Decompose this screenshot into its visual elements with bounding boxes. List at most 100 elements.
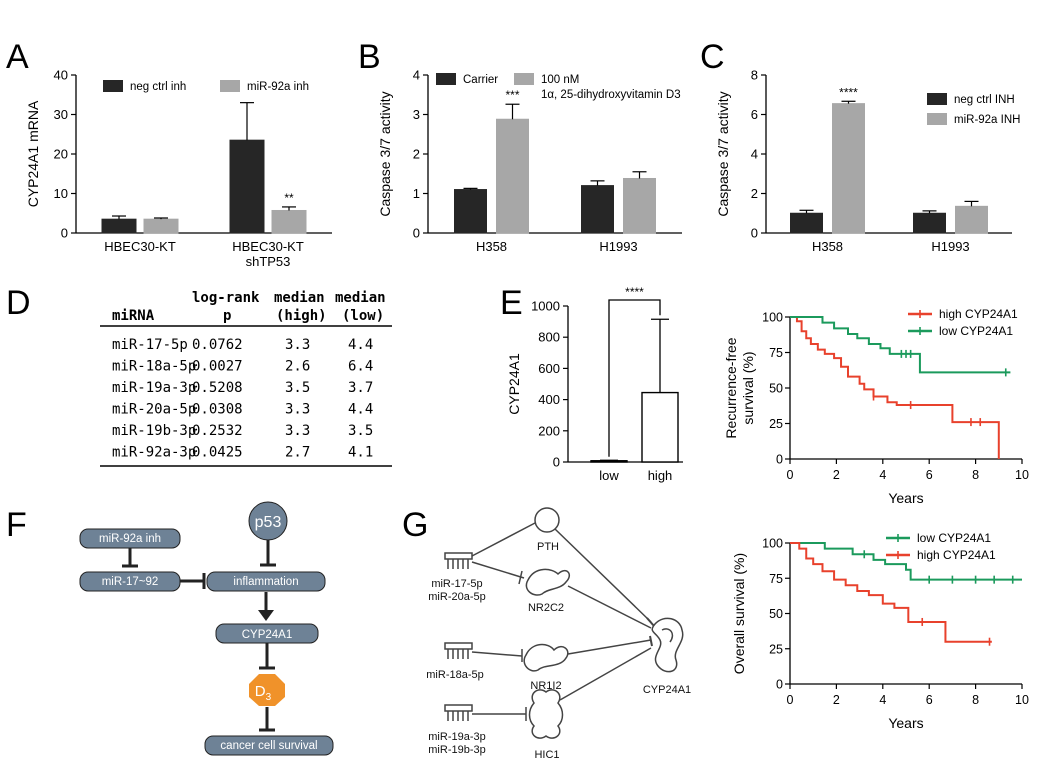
table-cell: miR-19a-3p <box>112 380 196 396</box>
x-tick-label: 10 <box>1015 693 1029 707</box>
y-tick-label: 0 <box>553 455 560 470</box>
table-header-median-high: median <box>274 290 325 306</box>
y-tick-label: 6 <box>751 107 758 122</box>
table-cell: 0.0308 <box>192 402 243 418</box>
legend-swatch <box>927 93 947 105</box>
y-axis-label: CYP24A1 <box>506 353 522 415</box>
table-cell: miR-18a-5p <box>112 359 196 375</box>
survival-curve <box>790 542 1022 581</box>
cyp24a1-icon <box>651 617 684 673</box>
legend-label: 1α, 25-dihydroxyvitamin D3 <box>541 89 681 101</box>
x-tick-label: shTP53 <box>246 254 291 269</box>
edge-mirA-nr2c2 <box>471 561 525 579</box>
x-axis-label: Years <box>888 715 923 731</box>
table-cell: 0.5208 <box>192 380 243 396</box>
node-mir92a-inh-label: miR-92a inh <box>99 533 161 545</box>
bar <box>496 118 529 234</box>
x-tick-label: low <box>599 468 619 483</box>
table-cell: 2.7 <box>285 445 310 461</box>
edge-nr2c2-cyp <box>567 585 652 629</box>
y-axis-label: survival (%) <box>740 351 756 424</box>
y-tick-label: 50 <box>769 607 783 621</box>
table-cell: 6.4 <box>348 359 373 375</box>
table-cell: 0.0762 <box>192 337 243 353</box>
bar <box>832 103 865 234</box>
bar <box>790 212 823 234</box>
y-tick-label: 1000 <box>531 299 560 314</box>
table-cell: 0.2532 <box>192 423 243 439</box>
nr2c2-icon <box>525 568 570 596</box>
node-cyp24a1-label: CYP24A1 <box>242 629 293 641</box>
y-tick-label: 200 <box>538 423 560 438</box>
chart-c: 0 2 4 6 8 Caspase 3/7 activity **** H358 H1993 ne… <box>715 68 1020 255</box>
x-tick-label: HBEC30-KT <box>232 239 304 254</box>
chart-b: 0 1 2 3 4 Caspase 3/7 activity *** H358 H1993 Car… <box>377 68 682 254</box>
bar <box>913 212 946 234</box>
y-tick-label: 8 <box>751 68 758 83</box>
y-tick-label: 25 <box>769 417 783 431</box>
legend-label: high CYP24A1 <box>917 548 996 562</box>
x-tick-label: 4 <box>879 693 886 707</box>
table-cell: miR-20a-5p <box>112 402 196 418</box>
legend-swatch <box>220 80 240 92</box>
x-tick-label: high <box>648 468 673 483</box>
y-tick-label: 3 <box>413 107 420 122</box>
node-p53-label: p53 <box>255 514 282 531</box>
node-inflammation-label: inflammation <box>233 576 298 588</box>
y-tick-label: 2 <box>751 186 758 201</box>
table-header-mirna: miRNA <box>112 308 155 324</box>
mir20a-label: miR-20a-5p <box>428 591 485 603</box>
x-tick-label: H358 <box>812 239 843 254</box>
y-tick-label: 0 <box>413 226 420 241</box>
mir19b-label: miR-19b-3p <box>428 744 485 756</box>
legend-label: neg ctrl inh <box>130 81 186 93</box>
edge-hic1-cyp <box>559 647 652 701</box>
legend-label: low CYP24A1 <box>917 531 991 545</box>
bar <box>641 391 679 463</box>
inhibit-bar-nr2c2 <box>518 570 523 585</box>
y-tick-label: 40 <box>54 68 68 83</box>
table-cell: 0.0027 <box>192 359 243 375</box>
table-cell: 3.3 <box>285 423 310 439</box>
table-cell: 0.0425 <box>192 445 243 461</box>
cyp24a1-icon-inner <box>661 628 674 643</box>
bar <box>101 218 137 234</box>
survival-curve <box>790 542 992 643</box>
bar <box>623 177 656 234</box>
node-mir17-92-label: miR-17~92 <box>102 576 159 588</box>
mir17-label: miR-17-5p <box>431 578 482 590</box>
y-tick-label: 800 <box>538 330 560 345</box>
y-tick-label: 10 <box>54 186 68 201</box>
legend-label: low CYP24A1 <box>939 324 1013 338</box>
chart-e-bar: 0 200 400 600 800 1000 CYP24A1 low high **** <box>506 285 683 483</box>
x-tick-label: H1993 <box>599 239 637 254</box>
table-header-p: p <box>223 308 231 324</box>
y-tick-label: 0 <box>61 226 68 241</box>
pth-icon <box>534 507 560 533</box>
y-tick-label: 0 <box>776 678 783 692</box>
nr1i2-icon <box>523 643 569 672</box>
pth-label: PTH <box>537 541 559 553</box>
mirna-icon <box>444 642 473 659</box>
survival-curve <box>790 316 1011 374</box>
legend-label: 100 nM <box>541 74 579 86</box>
y-axis-label: CYP24A1 mRNA <box>25 100 41 207</box>
significance-label: **** <box>625 285 644 299</box>
legend-swatch <box>103 80 123 92</box>
x-tick-label: H358 <box>476 239 507 254</box>
legend-label: miR-92a INH <box>954 114 1020 126</box>
node-d3 <box>249 674 285 706</box>
x-tick-label: 8 <box>972 468 979 482</box>
bar <box>590 460 628 463</box>
chart-a: 0 10 20 30 40 CYP24A1 mRNA HBEC30-KT ** HBEC30-K… <box>25 68 332 269</box>
bar <box>143 218 179 234</box>
pathway-diagram-f: miR-92a inh miR-17~92 p53 inflammation C… <box>79 501 334 756</box>
legend-label: neg ctrl INH <box>954 94 1015 106</box>
mirna-survival-table: miRNA log-rank p median (high) median (l… <box>100 290 392 467</box>
mir19a-label: miR-19a-3p <box>428 731 485 743</box>
x-tick-label: 0 <box>787 693 794 707</box>
bar <box>229 139 265 234</box>
significance-bracket <box>608 299 661 457</box>
table-cell: 4.4 <box>348 402 373 418</box>
